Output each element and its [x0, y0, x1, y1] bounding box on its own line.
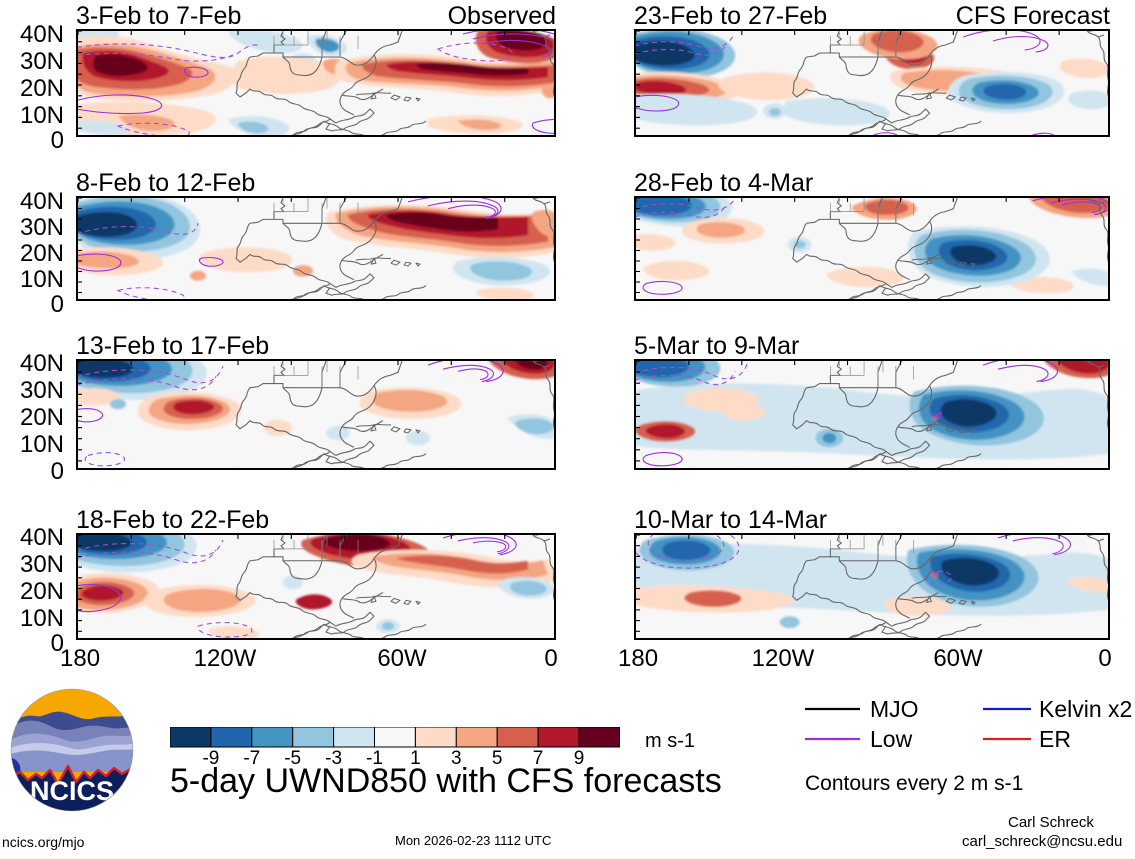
svg-text:ER: ER — [1039, 726, 1071, 752]
svg-text:Low: Low — [870, 726, 913, 752]
svg-text:MJO: MJO — [870, 696, 919, 722]
svg-text:NCICS: NCICS — [30, 776, 114, 806]
svg-text:Kelvin x2: Kelvin x2 — [1039, 696, 1132, 722]
